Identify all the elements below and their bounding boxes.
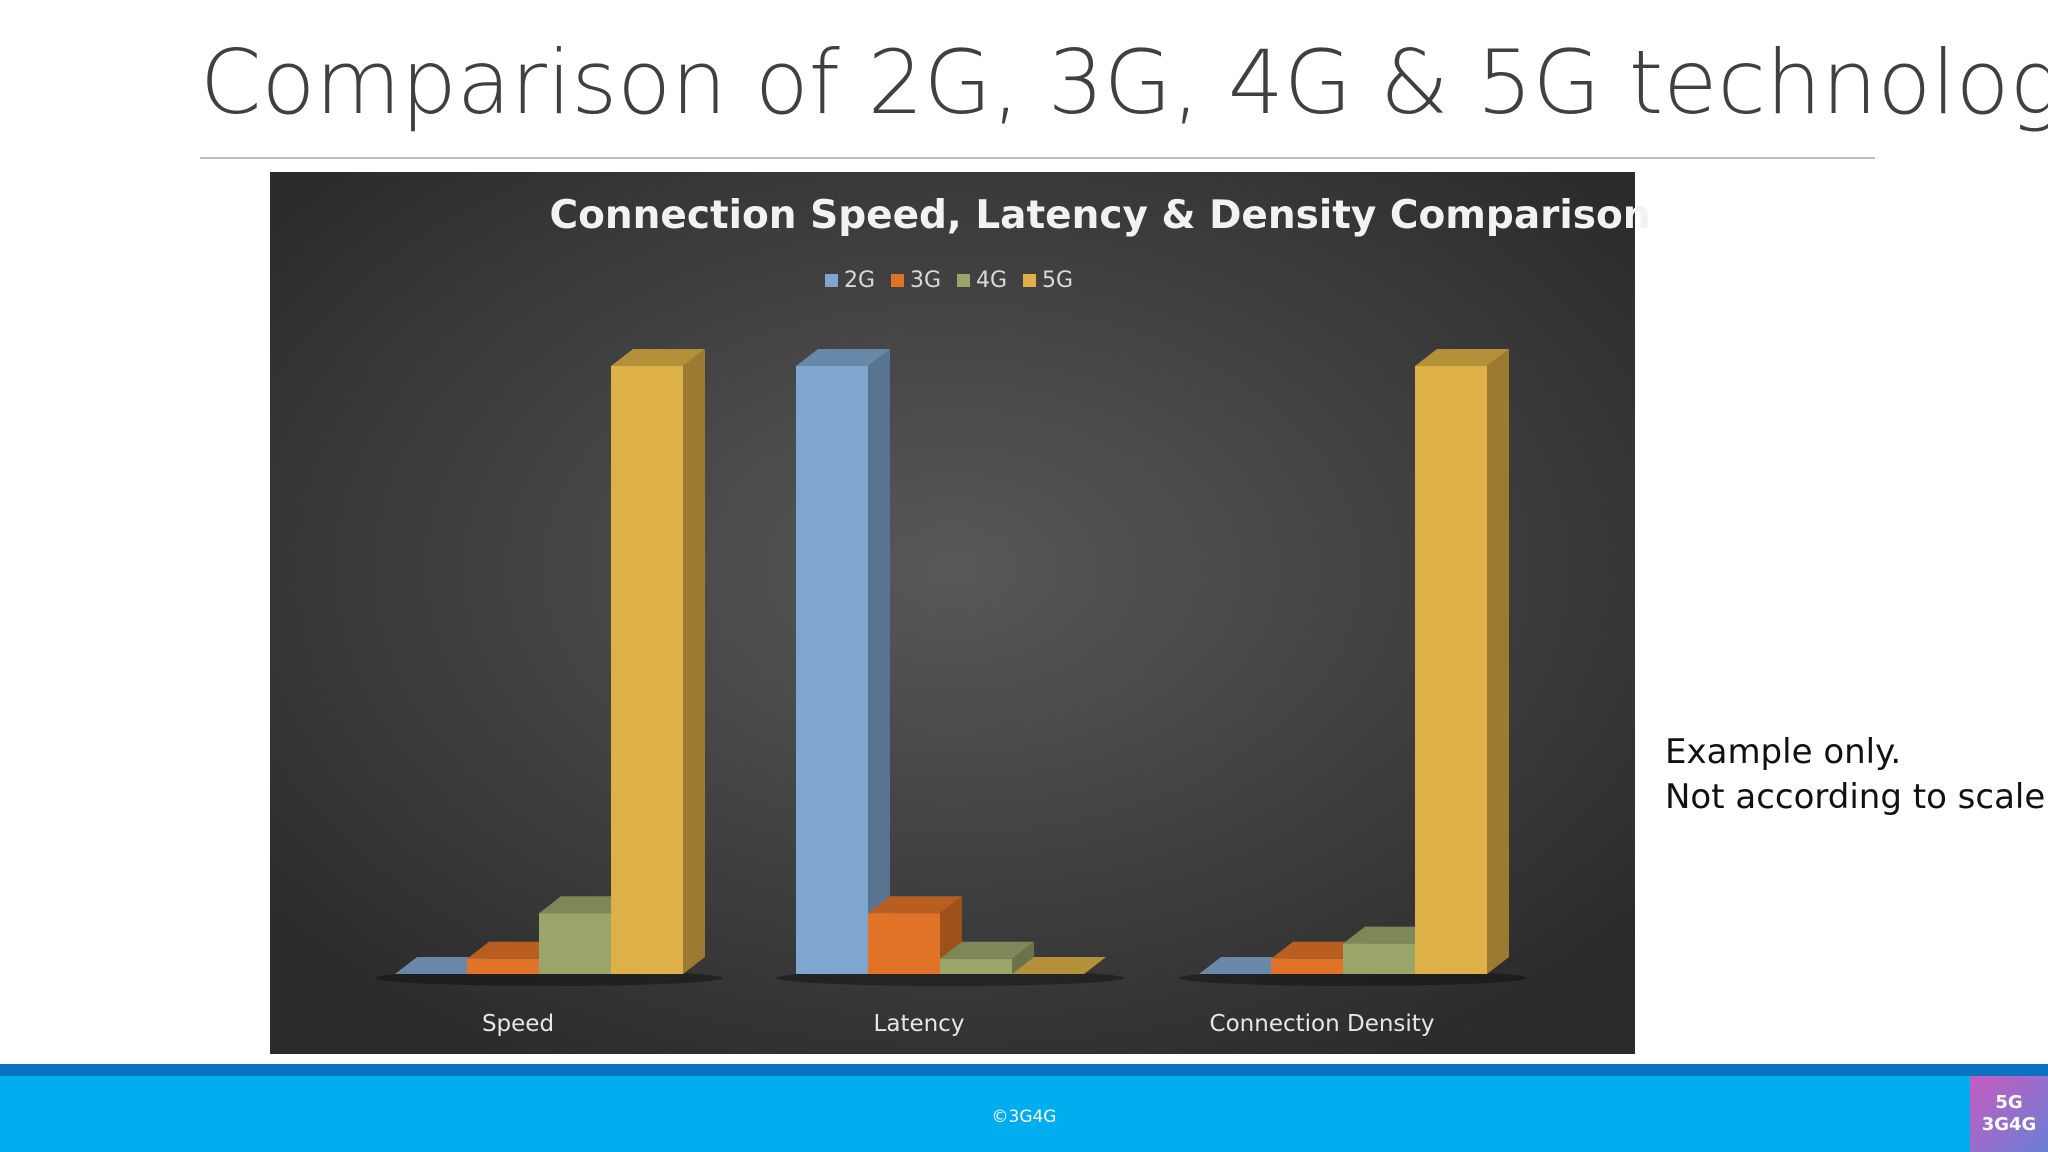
slide-title: Comparison of 2G, 3G, 4G & 5G technologi…	[200, 31, 2048, 134]
footer-stripe	[0, 1064, 2048, 1076]
bar-top	[940, 941, 1034, 959]
bar	[539, 913, 611, 974]
bar-top	[611, 349, 705, 366]
legend-label: 5G	[1042, 268, 1073, 293]
legend-label: 4G	[976, 268, 1007, 293]
legend-swatch	[891, 274, 904, 287]
bar-side	[1012, 941, 1034, 974]
bar	[1343, 943, 1415, 974]
bar-top	[1199, 957, 1293, 974]
logo-text: 5G	[1995, 1092, 2022, 1113]
bar	[1271, 958, 1343, 974]
bar	[467, 958, 539, 974]
bar-top	[796, 349, 890, 366]
bar	[1415, 366, 1487, 974]
bar-top	[1271, 941, 1365, 959]
legend-label: 3G	[910, 268, 941, 293]
x-tick-label: Connection Density	[1210, 1011, 1435, 1037]
footer-band	[0, 1076, 2048, 1152]
legend-label: 2G	[844, 268, 875, 293]
bar-top	[395, 957, 489, 974]
legend-swatch	[1023, 274, 1036, 287]
legend-swatch	[825, 274, 838, 287]
note-line: Not according to scale	[1665, 777, 2045, 817]
x-tick-label: Speed	[482, 1011, 554, 1037]
bar-top	[467, 941, 561, 959]
x-tick-label: Latency	[874, 1011, 965, 1037]
bar	[796, 366, 868, 974]
logo	[1970, 1076, 2048, 1152]
footer-text: ©3G4G	[992, 1107, 1057, 1127]
legend-swatch	[957, 274, 970, 287]
chart-title: Connection Speed, Latency & Density Comp…	[549, 193, 1650, 238]
bar	[940, 958, 1012, 974]
bar-top	[868, 896, 962, 914]
bar-top	[539, 896, 633, 914]
logo-text: 3G4G	[1982, 1114, 2037, 1135]
bar-top	[1012, 957, 1106, 974]
note-line: Example only.	[1665, 732, 1901, 772]
bar-top	[1343, 926, 1437, 944]
bar-side	[868, 349, 890, 974]
bar	[611, 366, 683, 974]
bar-side	[683, 349, 705, 974]
bar	[868, 913, 940, 974]
bar-top	[1415, 349, 1509, 366]
bar-side	[1487, 349, 1509, 974]
